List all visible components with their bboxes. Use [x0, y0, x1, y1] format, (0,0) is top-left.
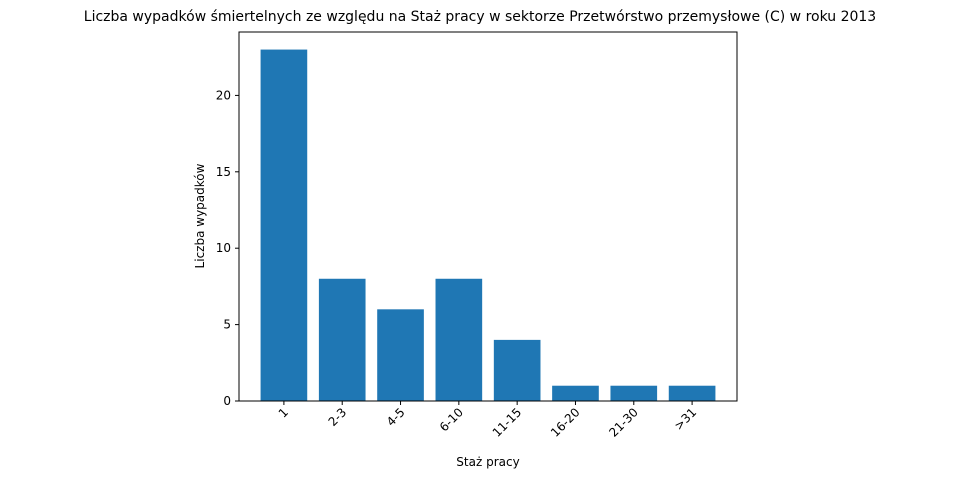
x-tick-label-4: 11-15	[490, 405, 525, 440]
y-tick-label-3: 15	[216, 165, 231, 179]
y-axis: 0 5 10 15 20	[216, 88, 239, 408]
x-tick-label-1: 2-3	[326, 405, 350, 429]
chart-title: Liczba wypadków śmiertelnych ze względu …	[84, 9, 876, 25]
x-tick-label-2: 4-5	[384, 405, 408, 429]
bar-5	[552, 385, 599, 401]
y-tick-label-0: 0	[223, 394, 231, 408]
y-axis-label: Liczba wypadków	[193, 163, 207, 268]
bar-2	[377, 309, 424, 401]
x-axis-label: Staż pracy	[456, 455, 519, 469]
y-tick-label-4: 20	[216, 88, 231, 102]
x-tick-label-0: 1	[276, 405, 291, 420]
bar-7	[668, 385, 716, 401]
bar-0	[260, 49, 308, 401]
x-tick-label-6: 21-30	[606, 405, 641, 440]
x-tick-label-5: 16-20	[548, 405, 583, 440]
bar-4	[493, 339, 541, 401]
x-tick-label-7: >31	[671, 405, 699, 433]
bar-6	[610, 385, 658, 401]
plot-frame	[238, 31, 738, 402]
x-tick-label-3: 6-10	[437, 405, 466, 434]
bars-group	[260, 49, 716, 401]
y-tick-label-1: 5	[223, 318, 231, 332]
x-axis: 1 2-3 4-5 6-10 11-15 16-20 21-30 >31	[276, 401, 699, 440]
bar-3	[435, 278, 483, 401]
y-tick-label-2: 10	[216, 241, 231, 255]
bar-1	[318, 278, 366, 401]
